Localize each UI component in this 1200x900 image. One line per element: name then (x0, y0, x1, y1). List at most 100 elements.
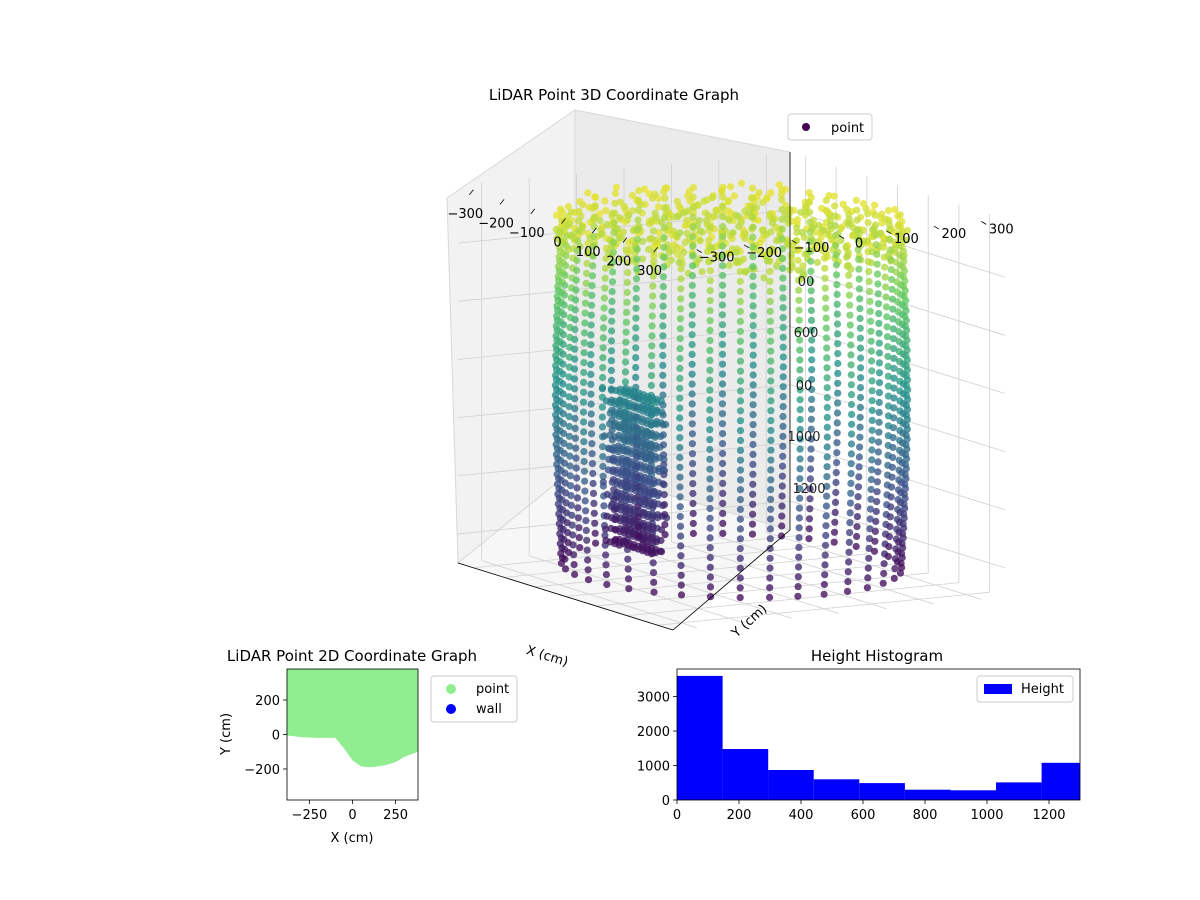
chart-3d-point (898, 554, 906, 562)
chart-3d-point (603, 490, 611, 498)
chart-3d-point (560, 321, 568, 329)
chart-3d-point (736, 347, 745, 355)
chart-3d-point (567, 208, 575, 216)
chart-3d-point (898, 301, 906, 309)
chart-3d-point (727, 183, 735, 191)
chart-3d-point (688, 380, 696, 388)
chart-3d-point (571, 414, 579, 423)
chart-3d-point (898, 311, 906, 319)
chart-3d-point (584, 189, 592, 197)
chart-3d-point (899, 400, 907, 408)
chart-3d-point (796, 435, 804, 443)
chart-3d-point (553, 356, 561, 364)
chart-3d-point (749, 361, 757, 369)
chart-3d-point (633, 443, 641, 451)
chart-3d-point (632, 423, 640, 431)
chart-3d-point (719, 222, 727, 231)
chart-3d-point (834, 350, 842, 358)
chart-3d-point (634, 503, 642, 511)
chart-3d-point (558, 544, 566, 552)
chart-3d-point (749, 391, 757, 399)
chart-3d-point (572, 444, 580, 452)
chart-3d-point (823, 354, 831, 362)
chart-3d-point (676, 384, 684, 392)
chart-3d-point (806, 238, 814, 246)
chart-3d-point (688, 291, 696, 299)
chart-3d-point (834, 399, 842, 407)
chart-3d-point (855, 453, 864, 461)
chart-3d-point (766, 307, 774, 315)
chart-3d-point (807, 415, 816, 423)
histogram-y-tick-label: 3000 (637, 691, 670, 706)
chart-3d-point (676, 522, 685, 530)
chart-3d-point (596, 216, 604, 224)
chart-3d-point (653, 236, 661, 244)
chart-3d-point (831, 212, 839, 220)
chart-3d-point (556, 504, 564, 512)
chart-3d-y-ticks: −300 −200 −100 0 100 200 300 (696, 221, 1014, 266)
chart-3d-point (846, 331, 855, 339)
chart-3d-point (556, 257, 564, 265)
chart-3d-point (563, 222, 572, 230)
chart-2d-x-tick-label: 250 (383, 808, 408, 823)
chart-3d-point (632, 354, 640, 362)
chart-3d-point (574, 504, 582, 512)
chart-3d-point (588, 301, 596, 309)
chart-3d-point (799, 262, 807, 270)
chart-3d-point (733, 256, 741, 264)
chart-3d-point (890, 354, 898, 362)
chart-3d-point (808, 395, 816, 403)
chart-3d-point (603, 580, 611, 589)
chart-3d-point (736, 466, 745, 474)
chart-3d-point (580, 329, 589, 337)
chart-3d-point (823, 443, 831, 451)
chart-3d-point (796, 386, 804, 394)
chart-3d-point (608, 278, 617, 286)
chart-2d-ticks: −250 0 250 −200 0 200 (244, 694, 408, 823)
chart-3d-point (602, 571, 611, 579)
chart-3d-point (674, 213, 682, 221)
chart-3d-point (779, 353, 787, 361)
chart-3d-point (622, 246, 630, 254)
chart-3d-point (625, 585, 633, 593)
chart-3d-point (842, 243, 850, 251)
chart-3d-point (564, 202, 573, 211)
chart-3d-point (587, 360, 595, 369)
chart-3d-point (688, 400, 696, 408)
chart-3d-point (845, 548, 853, 556)
chart-3d-point (607, 366, 616, 375)
chart-3d-point (847, 450, 856, 458)
chart-3d-point (555, 267, 563, 275)
chart-3d-point (676, 424, 684, 432)
chart-3d-point (689, 252, 697, 260)
chart-3d-y-tick-label: 100 (894, 232, 919, 247)
chart-3d-point (688, 420, 696, 428)
chart-3d-point (749, 490, 757, 498)
chart-3d-point (565, 413, 573, 421)
chart-3d-point (632, 383, 640, 391)
chart-3d-point (899, 390, 907, 398)
chart-3d-point (830, 538, 838, 546)
histogram-bar (859, 783, 905, 800)
chart-3d-point (706, 465, 714, 473)
chart-3d-point (822, 531, 830, 540)
chart-3d-point (582, 279, 590, 287)
chart-3d-point (559, 380, 567, 388)
chart-3d-point (832, 469, 840, 477)
chart-3d-point (556, 247, 564, 255)
chart-3d-point (856, 403, 865, 411)
chart-3d-point (807, 306, 816, 315)
chart-3d-point (796, 465, 804, 473)
chart-3d-point (875, 379, 884, 387)
chart-3d-point (728, 229, 736, 237)
chart-3d-point (888, 285, 896, 293)
chart-3d-point (607, 376, 616, 384)
chart-3d-point (855, 285, 864, 293)
chart-3d-point (885, 533, 894, 541)
chart-3d-point (559, 410, 567, 418)
chart-3d-point (632, 363, 640, 372)
chart-3d-point (698, 268, 706, 276)
chart-3d-point (849, 231, 857, 239)
chart-3d-gridline-floor-y (766, 531, 982, 600)
chart-3d-point (889, 305, 897, 313)
